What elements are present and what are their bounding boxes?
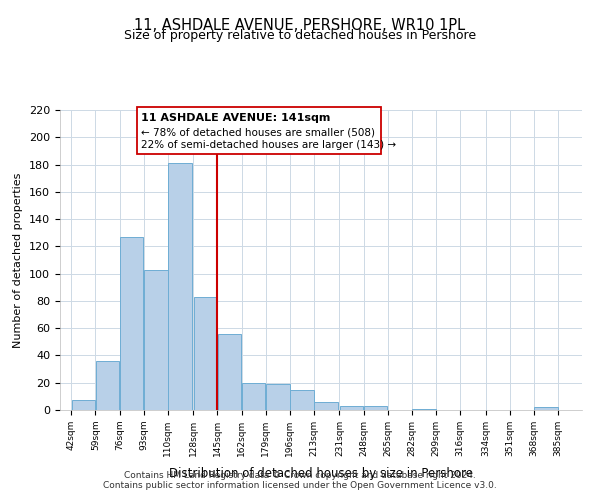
Bar (412, 408, 436, 410)
Text: 22% of semi-detached houses are larger (143) →: 22% of semi-detached houses are larger (… (141, 140, 396, 150)
Bar (137, 108, 380, 154)
Text: Contains HM Land Registry data © Crown copyright and database right 2024.: Contains HM Land Registry data © Crown c… (124, 471, 476, 480)
Text: 11 ASHDALE AVENUE: 141sqm: 11 ASHDALE AVENUE: 141sqm (141, 112, 330, 122)
Bar (534, 408, 557, 410)
Bar (242, 382, 265, 410)
Bar (266, 384, 290, 410)
Bar (314, 402, 338, 410)
Bar (290, 390, 314, 410)
Bar (194, 297, 217, 410)
Bar (364, 406, 388, 410)
Bar (144, 270, 167, 410)
Text: Contains public sector information licensed under the Open Government Licence v3: Contains public sector information licen… (103, 481, 497, 490)
Bar (168, 163, 192, 410)
X-axis label: Distribution of detached houses by size in Pershore: Distribution of detached houses by size … (169, 467, 473, 480)
Bar (340, 406, 364, 410)
Y-axis label: Number of detached properties: Number of detached properties (13, 172, 23, 348)
Bar (71, 400, 95, 410)
Text: 11, ASHDALE AVENUE, PERSHORE, WR10 1PL: 11, ASHDALE AVENUE, PERSHORE, WR10 1PL (134, 18, 466, 32)
Bar (120, 237, 143, 410)
Text: Size of property relative to detached houses in Pershore: Size of property relative to detached ho… (124, 29, 476, 42)
Text: ← 78% of detached houses are smaller (508): ← 78% of detached houses are smaller (50… (141, 128, 375, 138)
Bar (95, 361, 119, 410)
Bar (218, 334, 241, 410)
